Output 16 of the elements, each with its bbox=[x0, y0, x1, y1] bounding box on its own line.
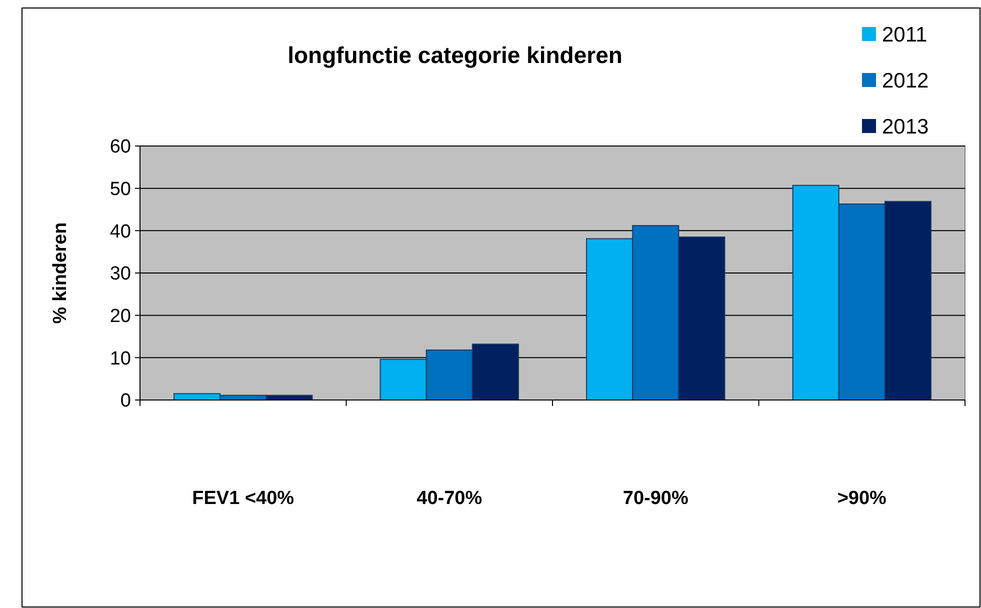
y-tick-label: 10 bbox=[110, 348, 131, 370]
y-tick-label: 60 bbox=[110, 136, 131, 158]
legend-label: 2012 bbox=[882, 69, 929, 92]
legend-label: 2013 bbox=[882, 115, 929, 138]
y-axis-title: % kinderen bbox=[50, 222, 71, 324]
y-tick-label: 50 bbox=[110, 178, 131, 200]
y-tick-label: 30 bbox=[110, 264, 131, 285]
y-tick-label: 40 bbox=[110, 221, 131, 242]
x-tick-label: 40-70% bbox=[416, 488, 482, 509]
y-tick-label: 0 bbox=[120, 390, 131, 412]
x-tick-label: >90% bbox=[837, 488, 887, 509]
y-tick-label: 20 bbox=[110, 306, 131, 327]
x-tick-label: FEV1 <40% bbox=[192, 488, 294, 509]
legend-label: 2011 bbox=[882, 23, 928, 46]
chart-title: longfunctie categorie kinderen bbox=[288, 42, 622, 68]
x-tick-label: 70-90% bbox=[622, 488, 688, 509]
